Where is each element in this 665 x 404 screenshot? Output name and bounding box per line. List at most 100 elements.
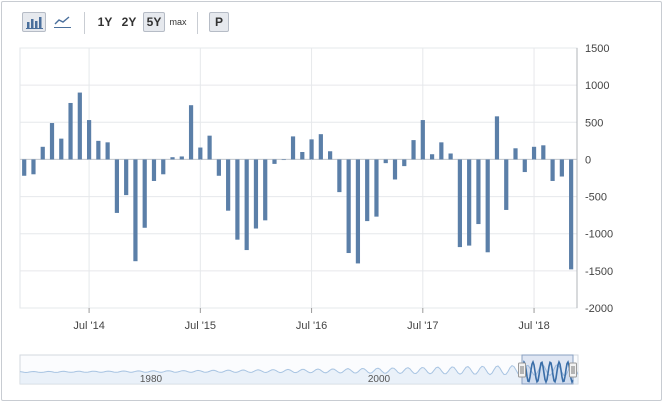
y-tick-label: 1500 (585, 43, 609, 55)
x-axis: Jul '14 Jul '15 Jul '16 Jul '17 Jul '18 (73, 308, 550, 332)
bar (198, 147, 203, 160)
bar (77, 92, 82, 160)
y-tick-label: -2000 (585, 303, 613, 315)
bar (161, 159, 166, 175)
toolbar-divider (197, 12, 198, 34)
bar (96, 140, 101, 160)
grid-lines (19, 47, 578, 309)
plot-area (19, 47, 578, 309)
bar (207, 135, 212, 160)
y-tick-label: -1000 (585, 229, 613, 241)
navigator-label: 2000 (368, 374, 391, 385)
bar (392, 159, 398, 180)
y-tick-label: -1500 (585, 266, 613, 278)
bar (300, 152, 305, 160)
bar (281, 159, 286, 161)
bar (235, 159, 240, 240)
bar (337, 159, 342, 193)
y-tick-label: -500 (585, 192, 607, 204)
navigator[interactable]: 1980 2000 (19, 354, 579, 385)
toolbar-divider (84, 12, 85, 34)
bar-chart-icon-graphic (26, 17, 43, 29)
navigator-label: 1980 (140, 374, 163, 385)
range-5y-button[interactable]: 5Y (143, 12, 165, 32)
bar (559, 159, 564, 177)
x-tick-label: Jul '17 (407, 320, 438, 332)
bar (226, 159, 231, 211)
bar (355, 159, 361, 264)
bar (494, 116, 500, 160)
bar (328, 151, 333, 160)
bar (22, 159, 27, 176)
bar (318, 134, 323, 160)
bar (504, 159, 509, 210)
bar (86, 120, 92, 160)
line-chart-icon[interactable] (50, 12, 74, 32)
navigator-selected-line (521, 359, 574, 385)
bar (411, 140, 416, 160)
bar (485, 159, 490, 253)
bar (40, 146, 45, 160)
bar (124, 159, 129, 196)
bar (290, 136, 296, 160)
bar (142, 159, 147, 228)
x-tick-label: Jul '18 (518, 320, 549, 332)
bar (346, 159, 351, 254)
bar (253, 159, 259, 229)
bar (105, 142, 110, 160)
chart-toolbar: 1Y 2Y 5Y max P (2, 2, 661, 38)
navigator-handle[interactable] (569, 362, 577, 378)
bar (550, 159, 555, 181)
bar (179, 156, 184, 160)
bar (31, 159, 36, 175)
bar (420, 120, 425, 160)
navigator-line (19, 363, 579, 377)
line-chart-icon-graphic (54, 16, 71, 28)
bar-chart-icon[interactable] (22, 12, 46, 32)
print-button[interactable]: P (209, 12, 229, 32)
x-tick-label: Jul '16 (296, 320, 327, 332)
bar (402, 159, 407, 167)
bar (457, 159, 462, 248)
bar (439, 142, 444, 160)
bar (114, 159, 119, 213)
bar (216, 159, 221, 176)
y-tick-label: 0 (585, 154, 591, 166)
bar (151, 159, 157, 181)
bar (476, 159, 481, 225)
x-tick-label: Jul '14 (73, 320, 104, 332)
bar (374, 159, 379, 217)
y-tick-label: 1000 (585, 80, 609, 92)
bar (170, 157, 175, 160)
bar (448, 153, 453, 160)
bar (59, 138, 64, 160)
bar (429, 154, 435, 160)
bar (569, 159, 574, 270)
bar (522, 159, 527, 173)
bar (244, 159, 249, 251)
range-max-button[interactable]: max (169, 17, 187, 27)
bar (272, 159, 277, 164)
bar (365, 159, 370, 222)
bar (263, 159, 268, 221)
bar (68, 102, 73, 160)
bar (188, 105, 194, 160)
bar-series (22, 92, 574, 270)
range-2y-button[interactable]: 2Y (121, 15, 137, 29)
y-tick-label: 500 (585, 117, 603, 129)
bar (383, 159, 388, 164)
bar (541, 145, 546, 160)
y-axis: 1500 1000 500 0 -500 -1000 -1500 -2000 (576, 43, 613, 315)
bar (467, 159, 472, 246)
bar (133, 159, 138, 262)
bar (513, 148, 518, 160)
bar (49, 123, 55, 160)
navigator-handle[interactable] (518, 362, 526, 378)
x-tick-label: Jul '15 (185, 320, 216, 332)
navigator-area (20, 364, 578, 384)
bar (309, 139, 314, 160)
bar (531, 146, 537, 160)
range-1y-button[interactable]: 1Y (97, 15, 113, 29)
